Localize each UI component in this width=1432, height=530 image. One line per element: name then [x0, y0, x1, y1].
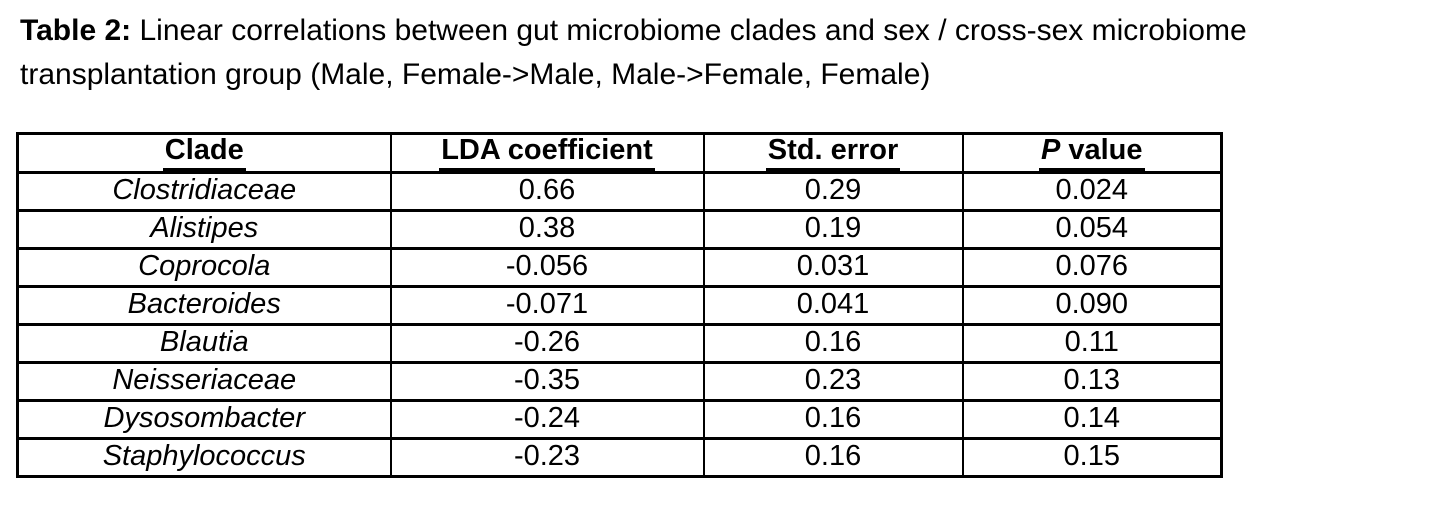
- p-value-cell: 0.11: [961, 322, 1223, 364]
- column-header-clade-label: Clade: [162, 136, 246, 170]
- clade-cell: Bacteroides: [16, 284, 392, 326]
- column-header-lda-label: LDA coefficient: [439, 136, 655, 170]
- lda-coefficient-cell: -0.23: [389, 436, 705, 478]
- lda-coefficient-cell: -0.26: [389, 322, 705, 364]
- table-row: Clostridiaceae 0.66 0.29 0.024: [16, 170, 1223, 212]
- clade-cell: Alistipes: [16, 208, 392, 250]
- lda-coefficient-cell: -0.35: [389, 360, 705, 402]
- std-error-cell: 0.23: [702, 360, 964, 402]
- p-value-cell: 0.090: [961, 284, 1223, 326]
- column-header-p-value-label: P value: [1038, 134, 1145, 170]
- table-row: Staphylococcus -0.23 0.16 0.15: [16, 436, 1223, 478]
- column-header-p-value: P value: [961, 132, 1223, 174]
- table-row: Alistipes 0.38 0.19 0.054: [16, 208, 1223, 250]
- table-header-row: Clade LDA coefficient Std. error P value: [16, 132, 1223, 174]
- table-row: Neisseriaceae -0.35 0.23 0.13: [16, 360, 1223, 402]
- clade-cell: Clostridiaceae: [16, 170, 392, 212]
- std-error-cell: 0.16: [702, 322, 964, 364]
- clade-cell: Staphylococcus: [16, 436, 392, 478]
- p-value-cell: 0.054: [961, 208, 1223, 250]
- p-value-rest: value: [1060, 134, 1143, 166]
- column-header-lda-coefficient: LDA coefficient: [389, 132, 705, 174]
- lda-coefficient-cell: -0.24: [389, 398, 705, 440]
- lda-coefficient-cell: 0.66: [389, 170, 705, 212]
- results-table: Clade LDA coefficient Std. error P value…: [16, 132, 1223, 478]
- clade-cell: Blautia: [16, 322, 392, 364]
- std-error-cell: 0.16: [702, 436, 964, 478]
- table-caption-text: Linear correlations between gut microbio…: [20, 14, 1247, 91]
- column-header-clade: Clade: [16, 132, 392, 174]
- lda-coefficient-cell: 0.38: [389, 208, 705, 250]
- clade-cell: Coprocola: [16, 246, 392, 288]
- table-row: Bacteroides -0.071 0.041 0.090: [16, 284, 1223, 326]
- p-value-cell: 0.076: [961, 246, 1223, 288]
- table-caption: Table 2: Linear correlations between gut…: [0, 0, 1412, 97]
- table-row: Coprocola -0.056 0.031 0.076: [16, 246, 1223, 288]
- std-error-cell: 0.031: [702, 246, 964, 288]
- p-value-italic-p: P: [1040, 134, 1061, 166]
- lda-coefficient-cell: -0.056: [389, 246, 705, 288]
- table-row: Blautia -0.26 0.16 0.11: [16, 322, 1223, 364]
- p-value-cell: 0.15: [961, 436, 1223, 478]
- column-header-std-error-label: Std. error: [765, 136, 901, 170]
- std-error-cell: 0.19: [702, 208, 964, 250]
- column-header-std-error: Std. error: [702, 132, 964, 174]
- clade-cell: Neisseriaceae: [16, 360, 392, 402]
- header-row: Clade LDA coefficient Std. error P value: [16, 132, 1223, 174]
- p-value-cell: 0.14: [961, 398, 1223, 440]
- std-error-cell: 0.041: [702, 284, 964, 326]
- table-row: Dysosombacter -0.24 0.16 0.14: [16, 398, 1223, 440]
- p-value-cell: 0.13: [961, 360, 1223, 402]
- table-caption-label: Table 2:: [20, 14, 132, 47]
- clade-cell: Dysosombacter: [16, 398, 392, 440]
- lda-coefficient-cell: -0.071: [389, 284, 705, 326]
- p-value-cell: 0.024: [961, 170, 1223, 212]
- std-error-cell: 0.29: [702, 170, 964, 212]
- std-error-cell: 0.16: [702, 398, 964, 440]
- table-body: Clostridiaceae 0.66 0.29 0.024 Alistipes…: [16, 170, 1223, 478]
